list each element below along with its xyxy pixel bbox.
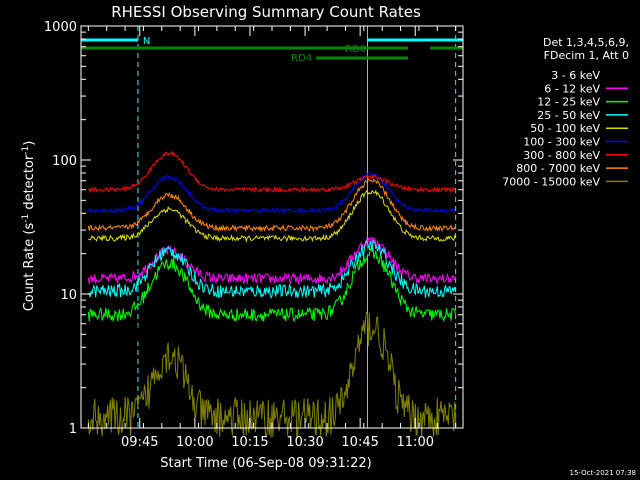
legend-label-0: 3 - 6 keV	[551, 69, 600, 82]
rd4-label: RD4	[291, 53, 312, 64]
legend-label-2: 12 - 25 keV	[537, 96, 600, 109]
y-axis-label: Count Rate (s-1 detector-1)	[21, 141, 37, 312]
timestamp: 15-Oct-2021 07:38	[570, 469, 636, 477]
chart-title: RHESSI Observing Summary Count Rates	[111, 3, 421, 21]
plot-area: N RD0 RD4	[80, 26, 463, 440]
rd0-label: RD0	[345, 44, 366, 55]
x-tick-label-1: 10:00	[176, 435, 213, 450]
legend-label-7: 800 - 7000 keV	[516, 162, 600, 175]
x-tick-label-3: 10:30	[286, 435, 323, 450]
y-tick-label-2: 100	[52, 154, 77, 169]
legend-label-8: 7000 - 15000 keV	[502, 175, 600, 188]
series-line-0	[87, 242, 457, 361]
legend: Det 1,3,4,5,6,9, FDecim 1, Att 0 3 - 6 k…	[502, 36, 629, 188]
series-line-2	[87, 246, 457, 323]
x-tick-label-2: 10:15	[231, 435, 268, 450]
x-tick-label-0: 09:45	[121, 435, 158, 450]
y-tick-label-1: 10	[60, 288, 77, 303]
series-line-7	[87, 178, 457, 233]
x-tick-label-4: 10:45	[341, 435, 378, 450]
series-line-5	[87, 172, 456, 214]
x-tick-label-5: 11:00	[397, 435, 434, 450]
series-line-3	[88, 240, 457, 300]
x-axis: 09:45 10:00 10:15 10:30 10:45 11:00	[87, 26, 457, 450]
y-tick-label-3: 1000	[44, 20, 77, 35]
series-line-4	[88, 189, 457, 243]
y-tick-label-0: 1	[69, 422, 77, 437]
legend-header-line-1: Det 1,3,4,5,6,9,	[543, 36, 629, 49]
legend-label-3: 25 - 50 keV	[537, 109, 600, 122]
legend-label-5: 100 - 300 keV	[523, 136, 600, 149]
legend-label-4: 50 - 100 keV	[530, 122, 600, 135]
legend-header-line-2: FDecim 1, Att 0	[544, 49, 629, 62]
series-line-8	[87, 311, 457, 440]
legend-label-6: 300 - 800 keV	[523, 149, 600, 162]
night-label: N	[143, 36, 150, 47]
y-axis: 1 10 100 1000	[44, 20, 463, 437]
legend-label-1: 6 - 12 keV	[544, 82, 600, 95]
series-line-6	[88, 150, 456, 194]
x-axis-label: Start Time (06-Sep-08 09:31:22)	[160, 456, 371, 471]
